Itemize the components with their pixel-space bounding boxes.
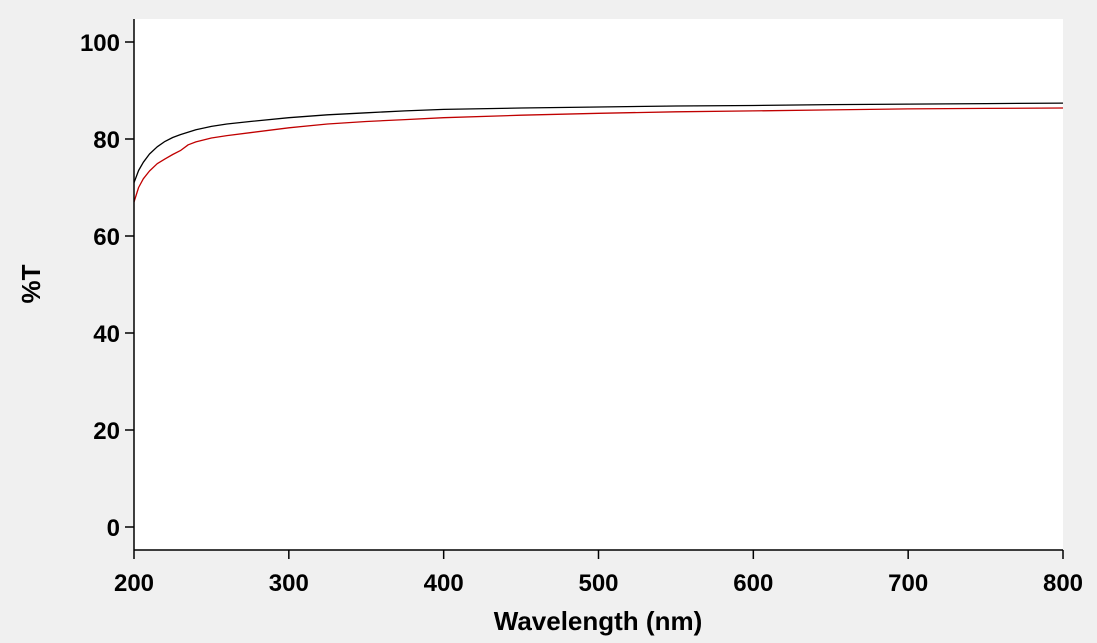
x-tick-label: 200 bbox=[114, 570, 154, 597]
series-layer bbox=[133, 102, 1064, 203]
plot-area bbox=[134, 19, 1063, 550]
ticks: 200 300 400 500 600 700 800 0 20 40 60 80 100 bbox=[80, 30, 1083, 597]
x-tick-label: 500 bbox=[578, 570, 618, 597]
x-tick-label: 400 bbox=[424, 570, 464, 597]
y-tick-label: 100 bbox=[80, 30, 120, 57]
y-tick-label: 80 bbox=[93, 127, 120, 154]
y-tick-label: 0 bbox=[107, 515, 120, 542]
y-tick-label: 20 bbox=[93, 418, 120, 445]
x-axis-title: Wavelength (nm) bbox=[494, 606, 702, 636]
y-tick-label: 60 bbox=[93, 224, 120, 251]
series-line-1 bbox=[133, 102, 1064, 183]
y-tick-label: 40 bbox=[93, 321, 120, 348]
x-tick-label: 700 bbox=[888, 570, 928, 597]
y-axis-title: %T bbox=[16, 264, 46, 303]
x-tick-label: 800 bbox=[1043, 570, 1083, 597]
x-tick-label: 600 bbox=[733, 570, 773, 597]
series-line-2 bbox=[133, 107, 1064, 203]
x-tick-label: 300 bbox=[269, 570, 309, 597]
